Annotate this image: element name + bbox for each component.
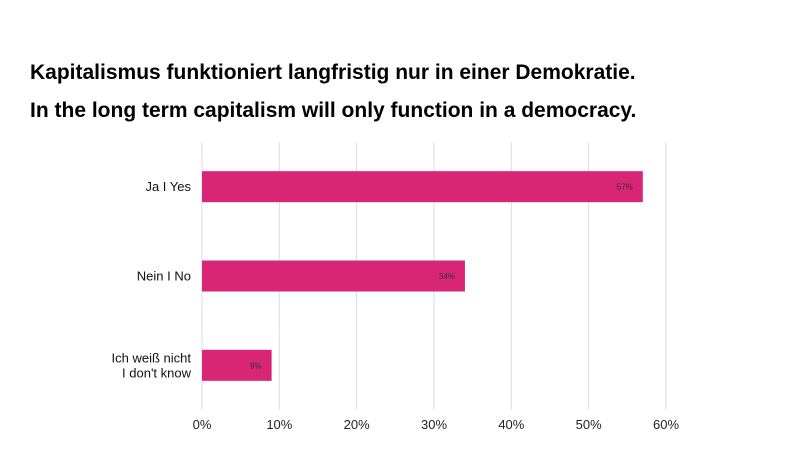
category-label: Ja I Yes (145, 179, 191, 194)
labels: 0% 10% 20% 30% 40% 50% 60% Ja I Yes 57% Nein I No… (112, 179, 680, 432)
x-tick-label: 10% (266, 417, 292, 432)
bar (202, 171, 643, 203)
chart-title-german: Kapitalismus funktioniert langfristig nu… (30, 61, 636, 84)
data-label: 57% (617, 183, 633, 192)
bars (202, 171, 643, 381)
category-label: Ich weiß nicht (112, 350, 192, 365)
bar (202, 260, 465, 292)
category-label: I don't know (122, 365, 192, 380)
data-label: 34% (439, 272, 455, 281)
x-tick-label: 20% (344, 417, 370, 432)
bar (202, 349, 272, 381)
data-label: 9% (250, 361, 262, 370)
chart-title-english: In the long term capitalism will only fu… (30, 99, 637, 122)
x-tick-label: 30% (421, 417, 447, 432)
x-tick-label: 40% (498, 417, 524, 432)
x-tick-label: 50% (576, 417, 602, 432)
x-tick-label: 0% (193, 417, 212, 432)
category-label: Nein I No (137, 269, 191, 284)
x-tick-label: 60% (653, 417, 679, 432)
